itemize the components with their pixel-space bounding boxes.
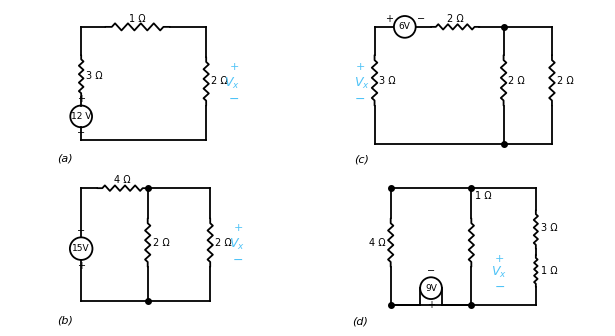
Text: 6V: 6V [399, 23, 411, 31]
Text: $V_x$: $V_x$ [491, 265, 507, 280]
Text: +: + [495, 254, 504, 264]
Text: +: + [427, 300, 435, 310]
Text: 4 Ω: 4 Ω [368, 238, 385, 248]
Text: 3 Ω: 3 Ω [379, 76, 396, 85]
Text: 1 Ω: 1 Ω [129, 14, 146, 24]
Text: +: + [77, 94, 85, 104]
Text: (d): (d) [352, 316, 368, 326]
Text: 2 Ω: 2 Ω [557, 76, 574, 85]
Text: 1 Ω: 1 Ω [541, 266, 557, 276]
Text: 1 Ω: 1 Ω [475, 191, 492, 201]
Text: −: − [494, 281, 505, 293]
Text: (a): (a) [57, 154, 73, 164]
Text: −: − [417, 14, 425, 25]
Text: −: − [77, 226, 85, 236]
Text: 3 Ω: 3 Ω [86, 72, 103, 81]
Text: $V_x$: $V_x$ [224, 76, 240, 91]
Text: −: − [427, 266, 435, 276]
Text: +: + [77, 261, 85, 271]
Text: −: − [233, 254, 244, 267]
Text: 2 Ω: 2 Ω [447, 14, 464, 24]
Text: 12 V: 12 V [71, 112, 92, 121]
Text: −: − [355, 93, 366, 106]
Text: +: + [355, 62, 365, 72]
Text: −: − [229, 93, 240, 106]
Text: 2 Ω: 2 Ω [215, 238, 232, 248]
Text: +: + [385, 14, 393, 25]
Text: 9V: 9V [425, 284, 437, 293]
Text: +: + [234, 223, 243, 234]
Text: $V_x$: $V_x$ [354, 76, 370, 91]
Text: 2 Ω: 2 Ω [211, 76, 228, 86]
Text: (b): (b) [57, 315, 73, 325]
Text: 2 Ω: 2 Ω [153, 238, 169, 248]
Text: 3 Ω: 3 Ω [541, 223, 557, 234]
Text: 2 Ω: 2 Ω [509, 76, 525, 85]
Text: (c): (c) [354, 155, 369, 165]
Text: $V_x$: $V_x$ [229, 237, 244, 252]
Text: 4 Ω: 4 Ω [114, 175, 130, 185]
Text: 15V: 15V [73, 244, 90, 253]
Text: −: − [77, 128, 85, 138]
Text: +: + [230, 62, 239, 72]
